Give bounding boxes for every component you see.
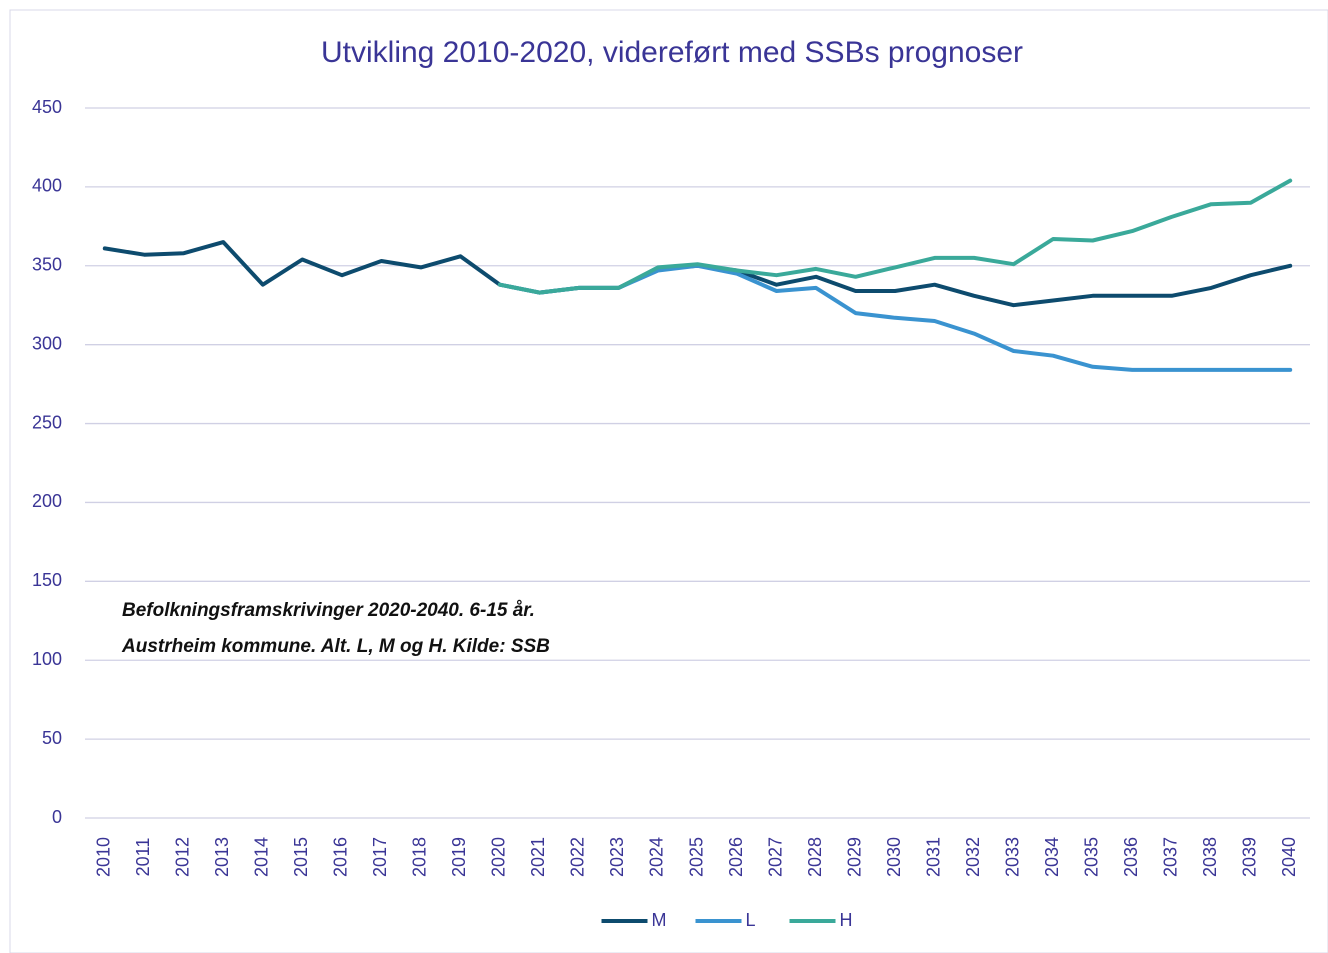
- series-line: [497, 263, 1293, 372]
- x-tick-label: 2018: [410, 837, 430, 877]
- chart-title: Utvikling 2010-2020, videreført med SSBs…: [321, 36, 1023, 69]
- x-tick-label: 2039: [1239, 837, 1259, 877]
- x-tick-label: 2033: [1002, 837, 1022, 877]
- x-tick-label: 2021: [528, 837, 548, 877]
- x-tick-label: 2010: [94, 837, 114, 877]
- chart-border: [9, 9, 1328, 953]
- annotation: Austrheim kommune. Alt. L, M og H. Kilde…: [121, 636, 550, 657]
- x-tick-label: 2040: [1279, 837, 1299, 877]
- x-tick-label: 2031: [923, 837, 943, 877]
- x-tick-label: 2037: [1160, 837, 1180, 877]
- y-tick-label: 100: [32, 649, 62, 669]
- y-tick-label: 50: [42, 728, 62, 748]
- y-tick-label: 350: [32, 255, 62, 275]
- x-tick-label: 2025: [686, 837, 706, 877]
- x-tick-label: 2038: [1200, 837, 1220, 877]
- x-tick-label: 2016: [331, 837, 351, 877]
- x-tick-label: 2011: [133, 838, 153, 877]
- x-tick-label: 2028: [805, 837, 825, 877]
- x-tick-label: 2032: [963, 837, 983, 877]
- y-tick-label: 200: [32, 491, 62, 511]
- y-tick-label: 0: [52, 807, 62, 827]
- x-tick-label: 2017: [370, 837, 390, 877]
- y-tick-label: 150: [32, 570, 62, 590]
- x-tick-label: 2027: [765, 837, 785, 877]
- x-tick-label: 2015: [291, 837, 311, 877]
- y-tick-label: 400: [32, 176, 62, 196]
- x-tick-label: 2034: [1042, 837, 1062, 877]
- x-tick-label: 2012: [173, 837, 193, 877]
- legend-label: M: [652, 910, 667, 930]
- x-tick-label: 2020: [489, 837, 509, 877]
- x-tick-label: 2023: [607, 837, 627, 877]
- x-tick-label: 2024: [647, 837, 667, 877]
- x-tick-label: 2029: [844, 837, 864, 877]
- annotation: Befolkningsframskrivinger 2020-2040. 6-1…: [122, 600, 535, 621]
- series-line: [497, 178, 1293, 295]
- x-tick-label: 2022: [568, 837, 588, 877]
- x-tick-label: 2013: [212, 837, 232, 877]
- x-tick-label: 2019: [449, 837, 469, 877]
- y-tick-label: 300: [32, 333, 62, 353]
- y-tick-label: 450: [32, 97, 62, 117]
- x-tick-label: 2026: [726, 837, 746, 877]
- x-tick-label: 2030: [884, 837, 904, 877]
- y-tick-label: 250: [32, 412, 62, 432]
- x-tick-label: 2035: [1081, 837, 1101, 877]
- x-tick-label: 2014: [252, 837, 272, 877]
- x-tick-label: 2036: [1121, 837, 1141, 877]
- series-line: [102, 240, 1293, 308]
- legend-label: L: [746, 910, 756, 930]
- legend-label: H: [840, 910, 853, 930]
